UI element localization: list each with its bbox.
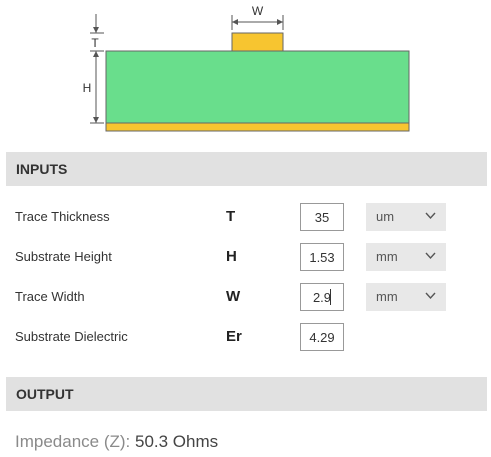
- substrate-height-symbol: H: [226, 248, 237, 265]
- substrate-height-label: Substrate Height: [15, 249, 112, 264]
- output-header: OUTPUT: [6, 377, 487, 411]
- chevron-down-icon: [425, 252, 436, 260]
- substrate-height-unit-select[interactable]: mm: [366, 243, 446, 271]
- width-label: W: [252, 4, 264, 18]
- trace-width-label: Trace Width: [15, 289, 85, 304]
- trace-thickness-label: Trace Thickness: [15, 209, 110, 224]
- trace-thickness-input[interactable]: [300, 203, 344, 231]
- microstrip-diagram: W T H: [82, 4, 410, 132]
- impedance-result: Impedance (Z): 50.3 Ohms: [15, 430, 218, 454]
- trace-thickness-unit: um: [376, 209, 395, 224]
- inputs-header: INPUTS: [6, 152, 487, 186]
- impedance-label: Impedance (Z):: [15, 432, 131, 451]
- impedance-value: 50.3 Ohms: [135, 432, 219, 451]
- trace-width-unit-select[interactable]: mm: [366, 283, 446, 311]
- trace-thickness-symbol: T: [226, 208, 236, 225]
- substrate: [105, 50, 410, 124]
- trace-width-row: Trace Width W mm: [0, 282, 491, 312]
- substrate-dielectric-symbol: Er: [226, 328, 242, 345]
- substrate-height-row: Substrate Height H mm: [0, 242, 491, 272]
- trace-thickness-unit-select[interactable]: um: [366, 203, 446, 231]
- substrate-height-unit: mm: [376, 249, 398, 264]
- trace-thickness-row: Trace Thickness T um: [0, 202, 491, 232]
- trace-width-unit: mm: [376, 289, 398, 304]
- chevron-down-icon: [425, 212, 436, 220]
- substrate-dielectric-label: Substrate Dielectric: [15, 329, 128, 344]
- substrate-height-input[interactable]: [300, 243, 344, 271]
- text-cursor: [330, 289, 331, 305]
- height-label: H: [83, 81, 92, 95]
- substrate-dielectric-input[interactable]: [300, 323, 344, 351]
- ground-plane: [105, 122, 410, 132]
- trace: [231, 32, 284, 52]
- substrate-dielectric-row: Substrate Dielectric Er: [0, 322, 491, 352]
- trace-width-symbol: W: [226, 288, 241, 305]
- trace-width-input[interactable]: [300, 283, 344, 311]
- chevron-down-icon: [425, 292, 436, 300]
- thickness-label: T: [91, 36, 99, 50]
